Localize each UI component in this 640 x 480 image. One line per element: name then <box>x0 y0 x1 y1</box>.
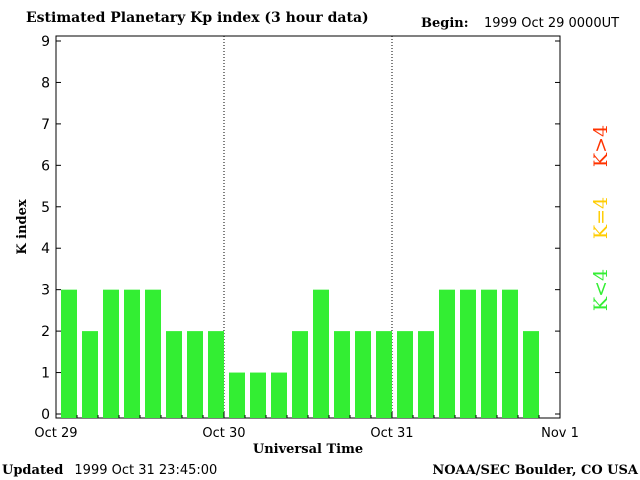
kp-bar <box>481 289 497 418</box>
y-tick-label: 2 <box>41 324 50 340</box>
footer-source: NOAA/SEC Boulder, CO USA <box>432 463 639 478</box>
begin-label: Begin: <box>421 16 469 31</box>
x-tick-label: Oct 30 <box>202 426 245 441</box>
y-tick-label: 9 <box>41 34 50 50</box>
kp-bar <box>334 331 350 418</box>
chart-title: Estimated Planetary Kp index (3 hour dat… <box>26 10 369 26</box>
kp-bar <box>292 331 308 418</box>
y-tick-label: 5 <box>41 200 50 216</box>
x-axis-label: Universal Time <box>253 442 363 457</box>
kp-bar <box>208 331 224 418</box>
kp-bar <box>124 289 140 418</box>
y-tick-label: 4 <box>41 241 50 257</box>
updated-value: 1999 Oct 31 23:45:00 <box>74 463 217 478</box>
legend: K<4 K=4 K>4 <box>590 125 612 311</box>
legend-item: K<4 <box>590 269 612 311</box>
y-tick-label: 0 <box>41 407 50 423</box>
legend-item: K=4 <box>590 197 612 239</box>
kp-bar <box>103 289 119 418</box>
x-ticks: Oct 29 Oct 30 Oct 31 Nov 1 <box>34 412 579 441</box>
kp-bar <box>439 289 455 418</box>
x-tick-label: Oct 29 <box>34 426 77 441</box>
kp-bar <box>460 289 476 418</box>
kp-bar <box>502 289 518 418</box>
bars-group <box>61 289 539 418</box>
kp-bar <box>229 372 245 418</box>
kp-bar <box>397 331 413 418</box>
kp-bar <box>82 331 98 418</box>
kp-bar <box>250 372 266 418</box>
kp-bar <box>187 331 203 418</box>
y-tick-label: 7 <box>41 117 50 133</box>
kp-bar <box>376 331 392 418</box>
x-tick-label: Nov 1 <box>541 426 579 441</box>
begin-value: 1999 Oct 29 0000UT <box>484 16 619 31</box>
kp-bar <box>313 289 329 418</box>
y-ticks: 0 1 2 3 4 5 6 7 8 9 <box>41 34 560 423</box>
kp-bar <box>145 289 161 418</box>
kp-bar <box>61 289 77 418</box>
updated-label: Updated <box>2 463 63 478</box>
y-tick-label: 6 <box>41 158 50 174</box>
kp-bar <box>355 331 371 418</box>
kp-bar <box>271 372 287 418</box>
x-tick-label: Oct 31 <box>370 426 413 441</box>
y-axis-label: K index <box>15 199 30 255</box>
kp-bar <box>166 331 182 418</box>
legend-item: K>4 <box>590 125 612 167</box>
y-tick-label: 1 <box>41 366 50 382</box>
y-tick-label: 8 <box>41 75 50 91</box>
kp-bar <box>523 331 539 418</box>
footer-updated: Updated 1999 Oct 31 23:45:00 <box>2 459 217 478</box>
y-tick-label: 3 <box>41 283 50 299</box>
kp-bar <box>418 331 434 418</box>
